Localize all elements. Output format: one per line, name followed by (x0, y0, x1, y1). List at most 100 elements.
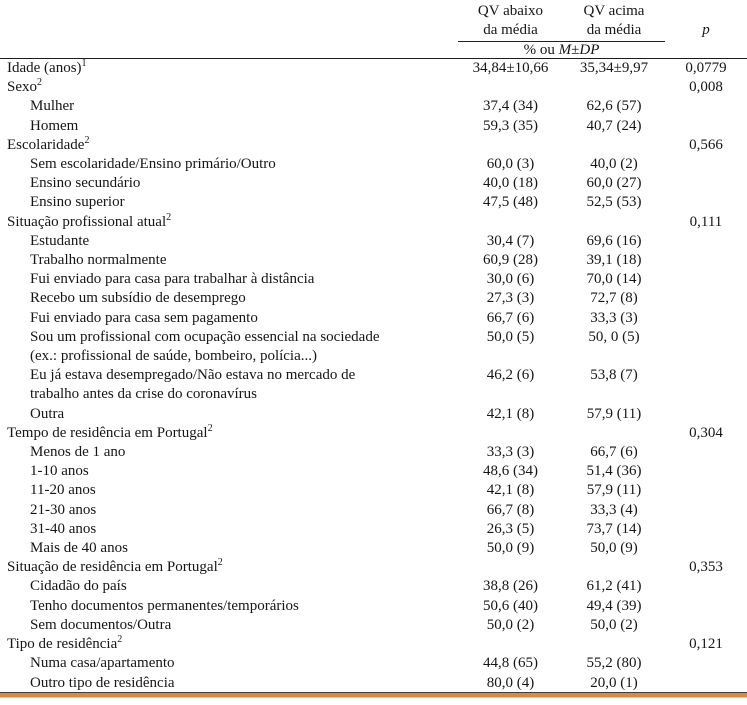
row-label: Situação profissional atual2 (7, 211, 172, 230)
table-row: Numa casa/apartamento 44,8 (65) 55,2 (80) (0, 654, 747, 673)
row-label: Tenho documentos permanentes/temporários (30, 597, 299, 614)
header-qv-below-line1: QV abaixo (477, 3, 544, 19)
cell-qv-above: 62,6 (57) (586, 98, 642, 115)
table-row: 21-30 anos 66,7 (8) 33,3 (4) (0, 501, 747, 520)
cell-qv-above: 55,2 (80) (586, 655, 642, 672)
table-row: Sem escolaridade/Ensino primário/Outro 60… (0, 155, 747, 174)
cell-p-value (665, 117, 747, 136)
cell-qv-below: 44,8 (65) (483, 655, 538, 672)
footnote-marker: 1 (81, 58, 87, 69)
cell-qv-above: 51,4 (36) (586, 463, 642, 480)
table-row: Ensino secundário 40,0 (18) 60,0 (27) (0, 174, 747, 193)
cell-qv-below: 42,1 (8) (486, 405, 535, 422)
cell-qv-above: 57,9 (11) (586, 405, 642, 422)
table-row: Menos de 1 ano 33,3 (3) 66,7 (6) (0, 443, 747, 462)
table-row: Fui enviado para casa para trabalhar à d… (0, 270, 747, 289)
header-qv-below: QV abaixo da média (458, 0, 563, 42)
row-label: Escolaridade2 (7, 134, 90, 153)
row-label: Sou um profissional com ocupação essenci… (30, 328, 380, 365)
cell-qv-above: 20,0 (1) (590, 674, 638, 691)
subheader-m: M (558, 42, 572, 58)
cell-p-value (665, 443, 747, 462)
row-label: 31-40 anos (30, 520, 97, 537)
cell-p-value: 0,008 (689, 79, 723, 96)
cell-p-value: 0,111 (689, 213, 723, 230)
subheader-empty-right (665, 41, 747, 59)
cell-p-value: 0,0779 (685, 60, 727, 76)
cell-p-value (665, 462, 747, 481)
table-row: Ensino superior 47,5 (48) 52,5 (53) (0, 193, 747, 212)
cell-qv-above: 61,2 (41) (586, 578, 642, 595)
cell-p-value (665, 232, 747, 251)
row-label: Eu já estava desempregado/Não estava no … (30, 367, 356, 403)
cell-p-value (665, 174, 747, 193)
row-label: Mulher (30, 98, 75, 115)
row-label: Trabalho normalmente (30, 252, 167, 269)
cell-p-value (665, 520, 747, 539)
cell-qv-below: 37,4 (34) (483, 98, 538, 115)
table-row: 1-10 anos 48,6 (34) 51,4 (36) (0, 462, 747, 481)
cell-qv-above (563, 424, 665, 443)
cell-qv-below (458, 136, 563, 155)
cell-p-value (665, 405, 747, 424)
cell-p-value (665, 501, 747, 520)
cell-qv-below: 50,0 (9) (486, 540, 535, 557)
row-label: Sem documentos/Outra (30, 616, 172, 633)
row-label: Ensino secundário (30, 175, 141, 192)
row-label: 1-10 anos (30, 463, 89, 480)
header-empty-cell (0, 0, 458, 42)
cell-p-value (665, 251, 747, 270)
header-row-subheader: % ou M±DP (0, 41, 747, 59)
cell-qv-below: 80,0 (4) (486, 674, 535, 691)
table-row: Tipo de residência2 0,121 (0, 635, 747, 654)
cell-qv-above (563, 558, 665, 577)
table-row: Sou um profissional com ocupação essenci… (0, 328, 747, 366)
cell-qv-above: 66,7 (6) (590, 444, 638, 461)
cell-qv-above: 72,7 (8) (590, 290, 638, 307)
cell-qv-below: 50,6 (40) (483, 597, 538, 614)
subheader-empty-left (0, 41, 458, 59)
cell-qv-below: 47,5 (48) (483, 194, 538, 211)
table-row: Sem documentos/Outra 50,0 (2) 50,0 (2) (0, 616, 747, 635)
cell-qv-above: 33,3 (4) (590, 501, 638, 518)
cell-p-value (665, 270, 747, 289)
subheader-plusminus: ± (571, 42, 580, 58)
cell-p-value: 0,121 (689, 636, 723, 653)
cell-qv-above: 50, 0 (5) (588, 328, 640, 345)
cell-qv-below (458, 78, 563, 97)
table-row: Escolaridade2 0,566 (0, 134, 747, 155)
header-qv-above-line1: QV acima (583, 3, 645, 19)
bottom-rule-dark (0, 692, 747, 693)
cell-qv-above: 40,7 (24) (586, 117, 642, 134)
cell-qv-below (458, 635, 563, 654)
cell-qv-above (563, 213, 665, 232)
bottom-rule-orange (0, 693, 747, 697)
table-row: Recebo um subsídio de desemprego 27,3 (3)… (0, 289, 747, 308)
row-label: Recebo um subsídio de desemprego (30, 290, 246, 307)
cell-qv-below (458, 558, 563, 577)
cell-p-value (665, 289, 747, 308)
cell-p-value: 0,566 (689, 136, 723, 153)
cell-qv-below: 66,7 (8) (486, 501, 535, 518)
cell-qv-below (458, 424, 563, 443)
row-label: Situação de residência em Portugal2 (7, 557, 223, 576)
table-row: Mulher 37,4 (34) 62,6 (57) (0, 97, 747, 116)
cell-qv-above: 49,4 (39) (586, 597, 642, 614)
cell-p-value (665, 539, 747, 558)
cell-qv-above: 50,0 (9) (590, 540, 638, 557)
subheader-measure: % ou M±DP (458, 41, 665, 59)
cell-qv-above: 39,1 (18) (586, 252, 642, 269)
cell-qv-below: 34,84±10,66 (472, 60, 549, 76)
cell-p-value (665, 155, 747, 174)
cell-p-value: 0,304 (689, 424, 723, 441)
cell-qv-below: 33,3 (3) (486, 444, 535, 461)
row-label: Mais de 40 anos (30, 540, 128, 557)
cell-qv-below: 59,3 (35) (483, 117, 538, 134)
cell-qv-above: 60,0 (27) (586, 175, 642, 192)
cell-qv-above: 70,0 (14) (586, 271, 642, 288)
cell-qv-below: 38,8 (26) (483, 578, 538, 595)
cell-qv-below (458, 213, 563, 232)
header-qv-above: QV acima da média (563, 0, 665, 42)
